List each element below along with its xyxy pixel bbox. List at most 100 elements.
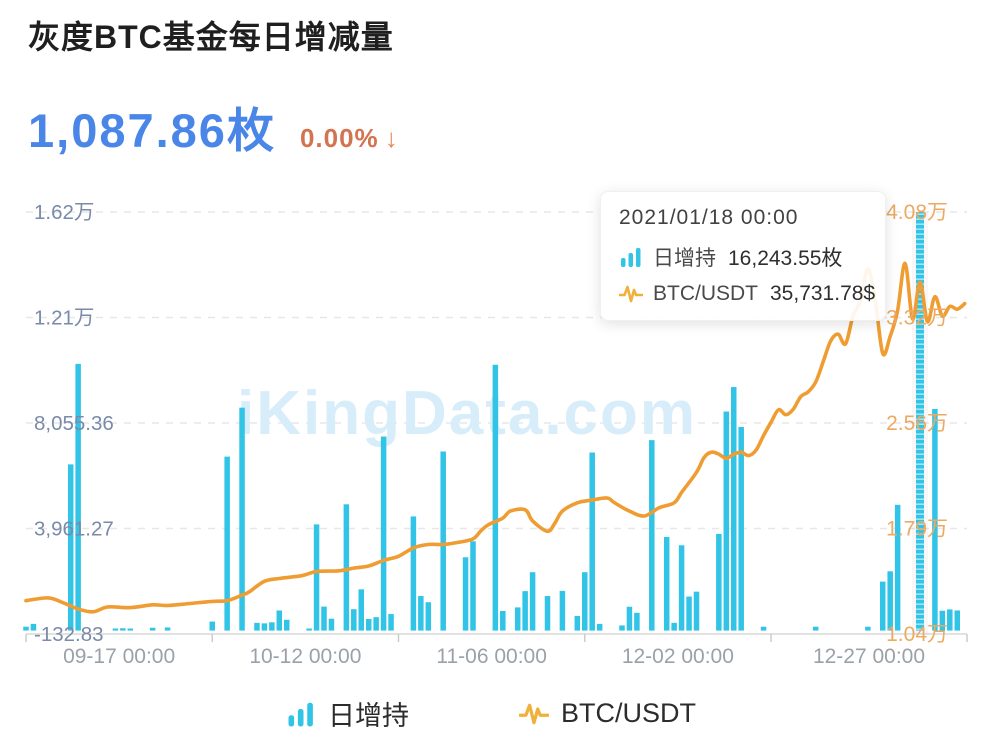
- y-axis-label-left: 3,961.27: [34, 518, 114, 541]
- legend-item-daily-holding[interactable]: 日增持: [286, 694, 409, 733]
- bar[interactable]: [462, 557, 469, 631]
- y-axis-label-left: 8,055.36: [34, 412, 114, 435]
- bar[interactable]: [276, 610, 283, 631]
- holding-change-value: 1,087.86枚: [28, 104, 276, 157]
- bar[interactable]: [582, 572, 588, 631]
- bar[interactable]: [254, 622, 260, 631]
- bar[interactable]: [522, 591, 528, 631]
- wave-icon: [619, 282, 643, 306]
- bar[interactable]: [23, 626, 29, 631]
- bar[interactable]: [731, 387, 737, 631]
- tooltip-series-value: 35,731.78$: [770, 282, 876, 305]
- bar[interactable]: [164, 627, 171, 631]
- y-axis-label-right: 1.79万: [886, 518, 948, 541]
- bar[interactable]: [574, 616, 581, 631]
- y-axis-label-right: 2.56万: [886, 412, 948, 435]
- bar[interactable]: [75, 363, 81, 631]
- x-axis-label: 10-12 00:00: [249, 645, 361, 668]
- bar[interactable]: [939, 610, 946, 631]
- bar[interactable]: [410, 516, 417, 631]
- tooltip-row-line: BTC/USDT 35,731.78$: [619, 282, 875, 306]
- bar[interactable]: [425, 602, 432, 631]
- bar[interactable]: [418, 596, 424, 631]
- bar[interactable]: [887, 571, 893, 631]
- bar[interactable]: [261, 623, 268, 631]
- bar[interactable]: [380, 436, 387, 631]
- bar[interactable]: [440, 451, 446, 631]
- bar[interactable]: [589, 452, 595, 631]
- down-arrow-icon: ↓: [384, 123, 399, 153]
- bar[interactable]: [686, 596, 692, 631]
- bar[interactable]: [120, 628, 126, 631]
- legend-item-btc-usdt[interactable]: BTC/USDT: [519, 698, 696, 729]
- bar[interactable]: [880, 581, 886, 631]
- bar[interactable]: [812, 626, 819, 631]
- chart-tooltip: 2021/01/18 00:00 日增持 16,243.55枚 BTC/USDT…: [600, 191, 886, 321]
- y-axis-label-left: -132.83: [34, 623, 104, 646]
- bar[interactable]: [500, 610, 506, 631]
- bar-highlighted[interactable]: [916, 212, 924, 631]
- bar[interactable]: [388, 614, 394, 631]
- bar[interactable]: [365, 618, 372, 631]
- bar[interactable]: [306, 628, 312, 631]
- bar[interactable]: [358, 589, 365, 631]
- bar[interactable]: [649, 440, 655, 631]
- x-axis-label: 11-06 00:00: [436, 645, 547, 668]
- bar[interactable]: [149, 627, 156, 631]
- legend-label: 日增持: [328, 701, 409, 731]
- bar[interactable]: [30, 623, 37, 631]
- bar[interactable]: [865, 626, 871, 631]
- bar[interactable]: [544, 596, 551, 631]
- y-axis-label-right: 3.32万: [886, 307, 948, 330]
- bar[interactable]: [947, 609, 953, 631]
- bar[interactable]: [932, 408, 938, 631]
- bar[interactable]: [716, 533, 722, 631]
- bar[interactable]: [760, 626, 767, 631]
- watermark: iKingData.com: [237, 379, 697, 448]
- bar[interactable]: [328, 618, 335, 631]
- holding-stats: 1,087.86枚 0.00% ↓: [28, 92, 399, 161]
- y-axis-label-left: 1.21万: [34, 307, 94, 330]
- bar[interactable]: [596, 623, 603, 631]
- bar[interactable]: [112, 628, 119, 631]
- bar[interactable]: [67, 464, 74, 631]
- bar[interactable]: [470, 541, 476, 631]
- x-axis-label: 09-17 00:00: [63, 645, 175, 668]
- chart-legend: 日增持 BTC/USDT: [0, 694, 982, 733]
- bar[interactable]: [723, 411, 730, 631]
- bar[interactable]: [351, 609, 357, 631]
- bar[interactable]: [373, 617, 379, 631]
- bar[interactable]: [514, 607, 521, 631]
- bar[interactable]: [738, 427, 744, 631]
- bar[interactable]: [626, 606, 633, 631]
- legend-label: BTC/USDT: [561, 698, 696, 728]
- bar[interactable]: [559, 590, 566, 631]
- bar[interactable]: [209, 621, 216, 631]
- bar[interactable]: [313, 524, 320, 631]
- wave-icon: [519, 699, 549, 729]
- bars-icon: [286, 699, 316, 729]
- bar[interactable]: [321, 606, 327, 631]
- bar[interactable]: [239, 407, 245, 631]
- bar[interactable]: [634, 612, 640, 631]
- bar[interactable]: [619, 625, 625, 631]
- bar[interactable]: [492, 364, 499, 631]
- bar[interactable]: [269, 622, 275, 631]
- tooltip-row-bars: 日增持 16,243.55枚: [619, 242, 867, 272]
- bar[interactable]: [671, 622, 677, 631]
- bar[interactable]: [663, 537, 670, 631]
- x-axis-label: 12-27 00:00: [813, 645, 925, 668]
- bar[interactable]: [284, 619, 290, 631]
- page-title: 灰度BTC基金每日增减量: [28, 19, 394, 55]
- tooltip-series-label: 日增持: [653, 247, 716, 270]
- bar[interactable]: [529, 572, 536, 631]
- bar[interactable]: [343, 504, 350, 631]
- bar[interactable]: [224, 456, 230, 631]
- bar[interactable]: [678, 545, 685, 631]
- bar[interactable]: [894, 504, 901, 631]
- bar[interactable]: [693, 591, 700, 631]
- bar[interactable]: [127, 628, 134, 631]
- bar[interactable]: [954, 610, 961, 631]
